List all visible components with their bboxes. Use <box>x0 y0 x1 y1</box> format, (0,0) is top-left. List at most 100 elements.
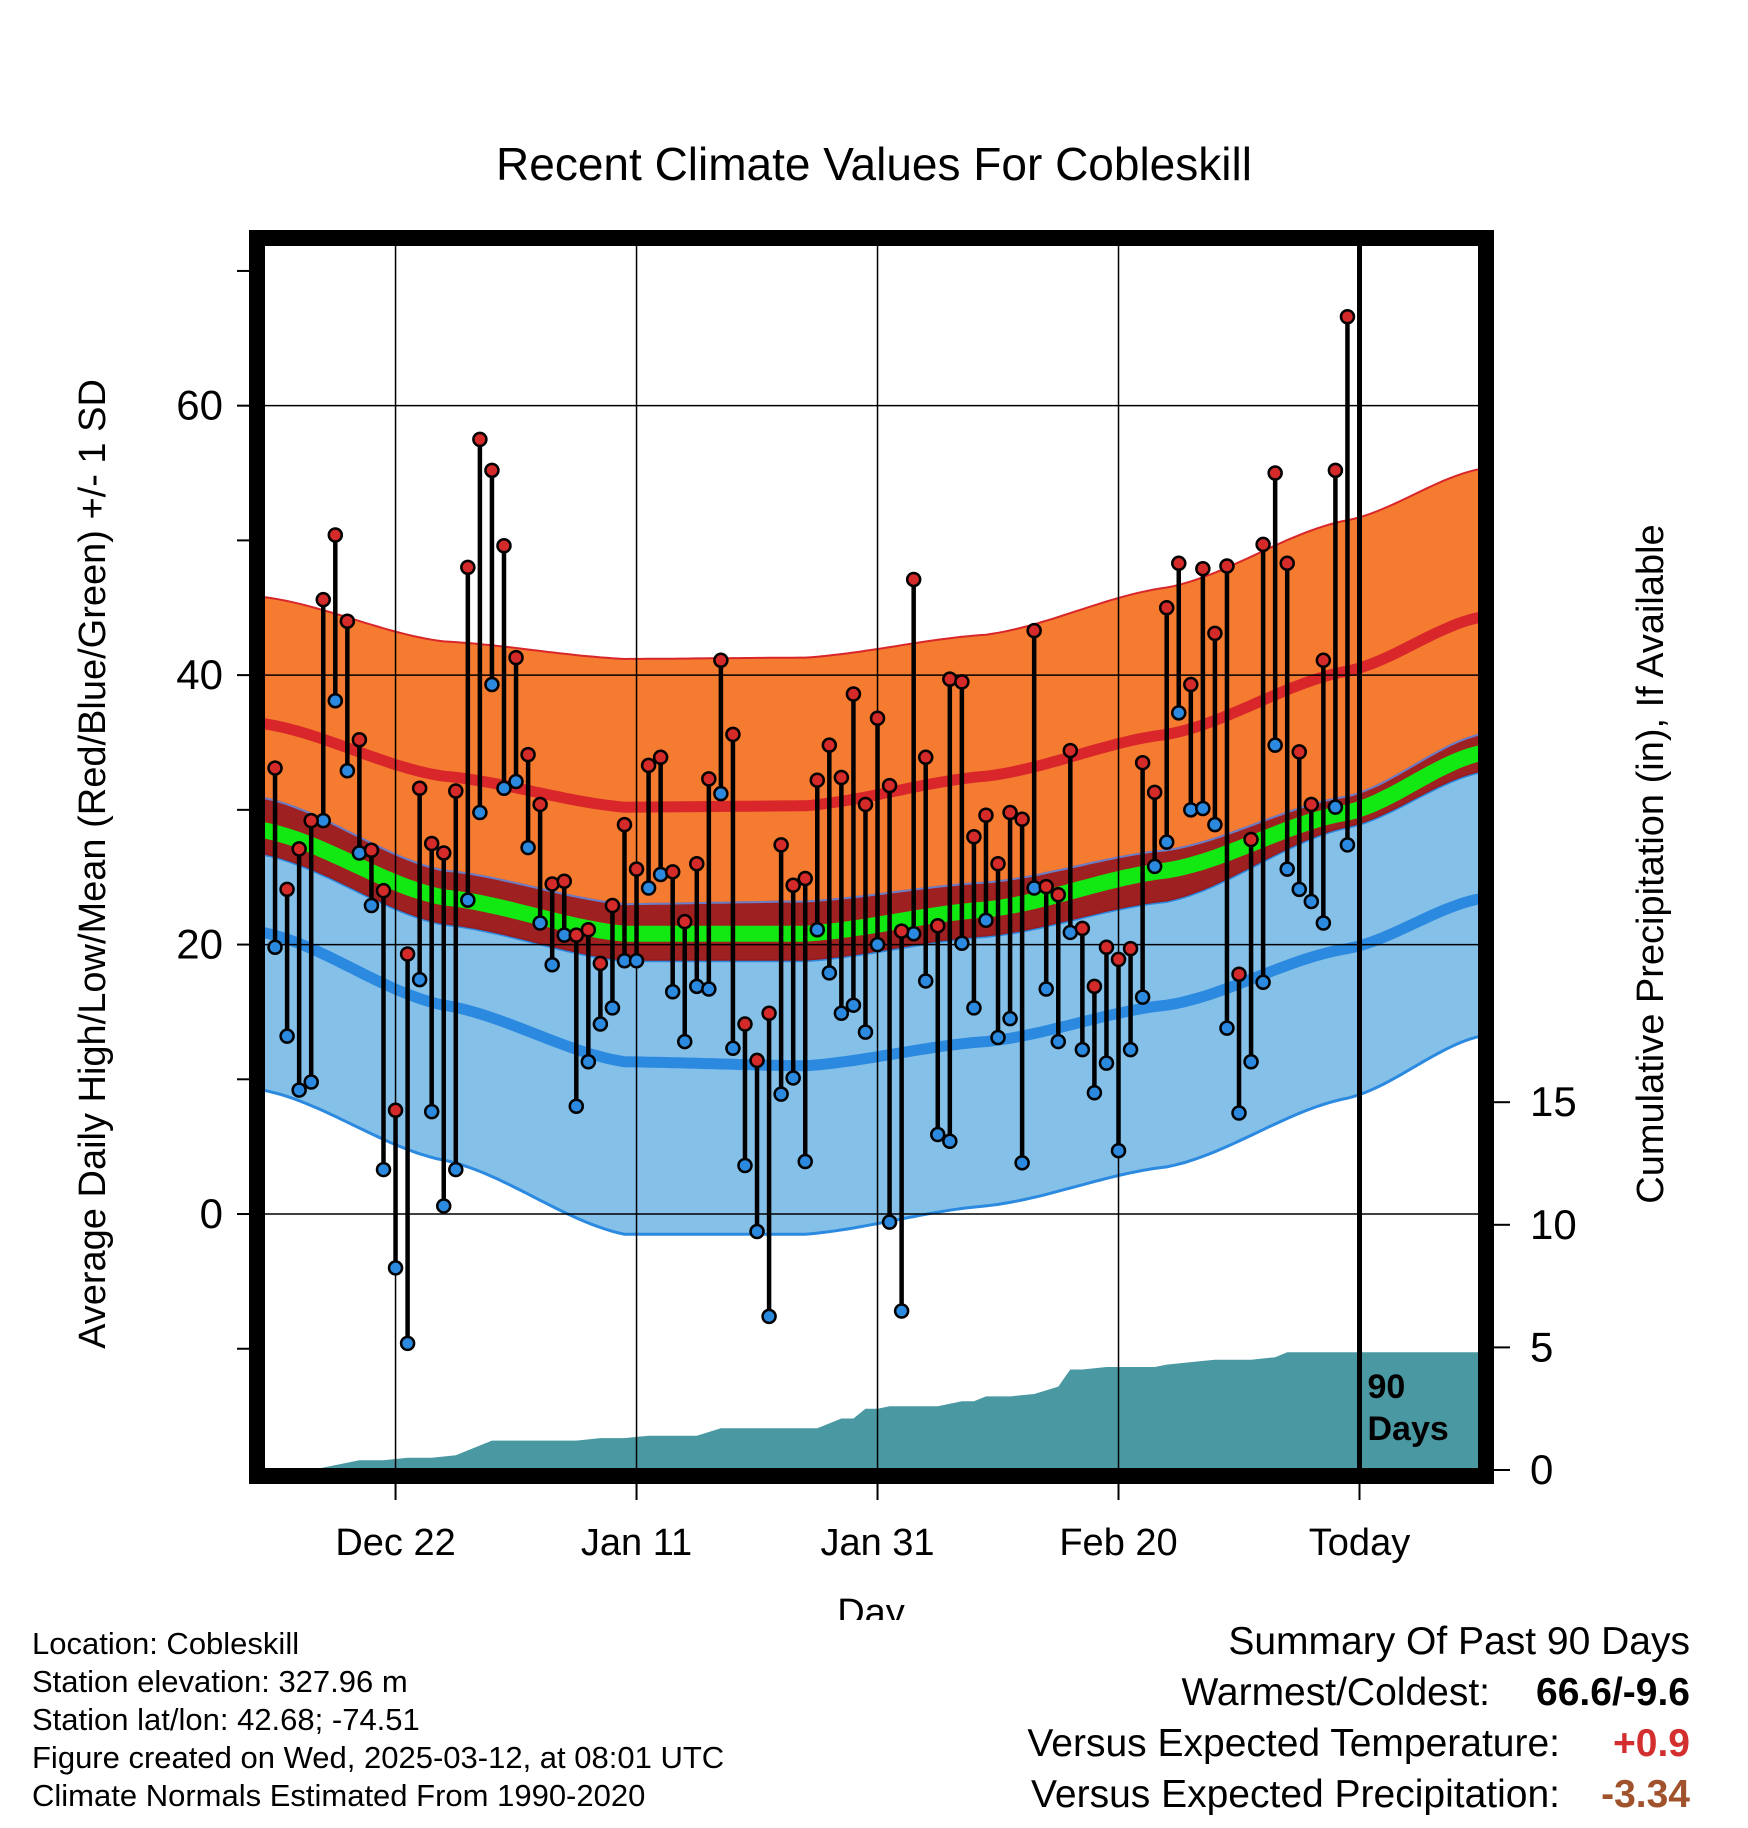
high-point-71 <box>1122 940 1139 957</box>
low-point-41 <box>761 1308 777 1325</box>
high-point-19 <box>496 538 512 554</box>
high-point-53 <box>905 571 922 588</box>
high-point-45 <box>809 772 826 788</box>
high-point-67 <box>1074 920 1091 937</box>
x-axis-label: Day <box>837 1592 905 1620</box>
high-point-15 <box>448 783 464 799</box>
low-point-25 <box>568 1098 585 1114</box>
low-point-31 <box>640 880 657 896</box>
low-point-30 <box>628 952 645 969</box>
high-point-21 <box>520 746 536 763</box>
high-point-66 <box>1062 742 1079 759</box>
low-point-62 <box>1014 1155 1030 1171</box>
low-point-49 <box>857 1024 874 1040</box>
high-point-82 <box>1255 536 1271 553</box>
low-point-8 <box>363 897 380 914</box>
high-point-69 <box>1098 939 1115 956</box>
high-point-88 <box>1327 462 1344 479</box>
high-point-78 <box>1207 625 1223 642</box>
overlap-band <box>263 734 1480 961</box>
high-point-18 <box>484 462 500 479</box>
low-point-33 <box>664 983 681 1000</box>
summary-precip-label: Versus Expected Precipitation: <box>1031 1773 1560 1816</box>
low-point-72 <box>1134 989 1151 1005</box>
low-point-84 <box>1279 861 1295 877</box>
x-tick-label-0: Dec 22 <box>335 1522 455 1564</box>
y2-tick-label-0: 0 <box>1530 1446 1553 1493</box>
high-point-41 <box>761 1005 777 1022</box>
low-point-15 <box>448 1161 464 1178</box>
low-point-50 <box>869 936 886 953</box>
high-point-12 <box>411 780 428 797</box>
high-point-8 <box>363 842 380 859</box>
y-axis-label: Average Daily High/Low/Mean (Red/Blue/Gr… <box>72 379 114 1349</box>
low-point-12 <box>411 971 428 988</box>
low-point-86 <box>1303 893 1320 910</box>
high-point-16 <box>460 559 476 576</box>
high-point-42 <box>773 837 789 853</box>
high-point-40 <box>749 1052 765 1069</box>
low-mean-line <box>263 893 1480 1072</box>
low-point-56 <box>942 1133 958 1150</box>
high-point-29 <box>616 816 633 833</box>
summary-temp-label: Versus Expected Temperature: <box>1027 1722 1560 1765</box>
y2-tick-label-2: 10 <box>1530 1201 1577 1248</box>
high-point-50 <box>869 710 886 726</box>
high-point-52 <box>893 923 910 939</box>
low-point-37 <box>713 785 729 802</box>
low-point-61 <box>1002 1010 1018 1027</box>
low-point-58 <box>966 1000 982 1016</box>
high-point-28 <box>604 897 621 914</box>
high-point-86 <box>1303 796 1320 813</box>
high-point-38 <box>725 726 741 743</box>
low-point-59 <box>978 912 994 929</box>
low-point-14 <box>435 1198 452 1214</box>
info-normals: Climate Normals Estimated From 1990-2020 <box>32 1778 646 1813</box>
info-location: Location: Cobleskill <box>32 1626 300 1661</box>
high-point-51 <box>881 777 898 794</box>
high-point-5 <box>327 527 344 543</box>
high-point-63 <box>1026 622 1042 639</box>
low-point-74 <box>1158 834 1175 850</box>
high-point-31 <box>640 757 657 774</box>
high-point-35 <box>689 855 705 872</box>
low-point-57 <box>954 935 970 951</box>
y2-axis-label: Cumulative Precipitation (in), If Availa… <box>1630 524 1672 1203</box>
summary-precip-value: -3.34 <box>1601 1773 1690 1816</box>
high-point-83 <box>1267 465 1283 481</box>
low-point-51 <box>881 1214 898 1230</box>
low-point-23 <box>544 957 560 973</box>
low-point-34 <box>676 1033 693 1050</box>
low-point-47 <box>833 1005 850 1022</box>
low-point-64 <box>1038 981 1054 997</box>
high-point-13 <box>423 835 440 852</box>
precipitation-area <box>263 1352 1480 1470</box>
high-point-79 <box>1219 558 1235 574</box>
high-point-27 <box>592 955 609 972</box>
high-point-32 <box>652 749 669 766</box>
axes: Dec 22 Jan 11 Jan 31 Feb 20 Today 0 20 40 60 0 5 10… <box>176 269 1577 1564</box>
plot-frame <box>249 230 1494 1484</box>
low-point-13 <box>423 1103 440 1120</box>
low-point-71 <box>1122 1041 1139 1058</box>
y-tick-label-2: 40 <box>176 651 223 698</box>
low-point-68 <box>1086 1085 1103 1101</box>
daily-range-stems <box>272 316 1350 1344</box>
low-point-87 <box>1315 915 1332 931</box>
info-latlon: Station lat/lon: 42.68; -74.51 <box>32 1702 420 1737</box>
high-point-34 <box>676 913 693 930</box>
low-point-82 <box>1255 974 1271 991</box>
low-point-69 <box>1098 1055 1115 1071</box>
y2-tick-label-3: 15 <box>1530 1078 1577 1125</box>
high-point-76 <box>1183 676 1199 693</box>
high-point-20 <box>508 649 524 666</box>
low-point-67 <box>1074 1041 1091 1058</box>
high-point-48 <box>845 686 862 702</box>
high-point-3 <box>303 812 319 829</box>
low-point-60 <box>990 1029 1006 1046</box>
low-point-85 <box>1291 881 1308 898</box>
station-info: Location: Cobleskill Station elevation: … <box>32 1625 724 1815</box>
low-point-3 <box>303 1074 319 1090</box>
low-point-16 <box>460 892 476 908</box>
high-point-1 <box>279 881 295 898</box>
